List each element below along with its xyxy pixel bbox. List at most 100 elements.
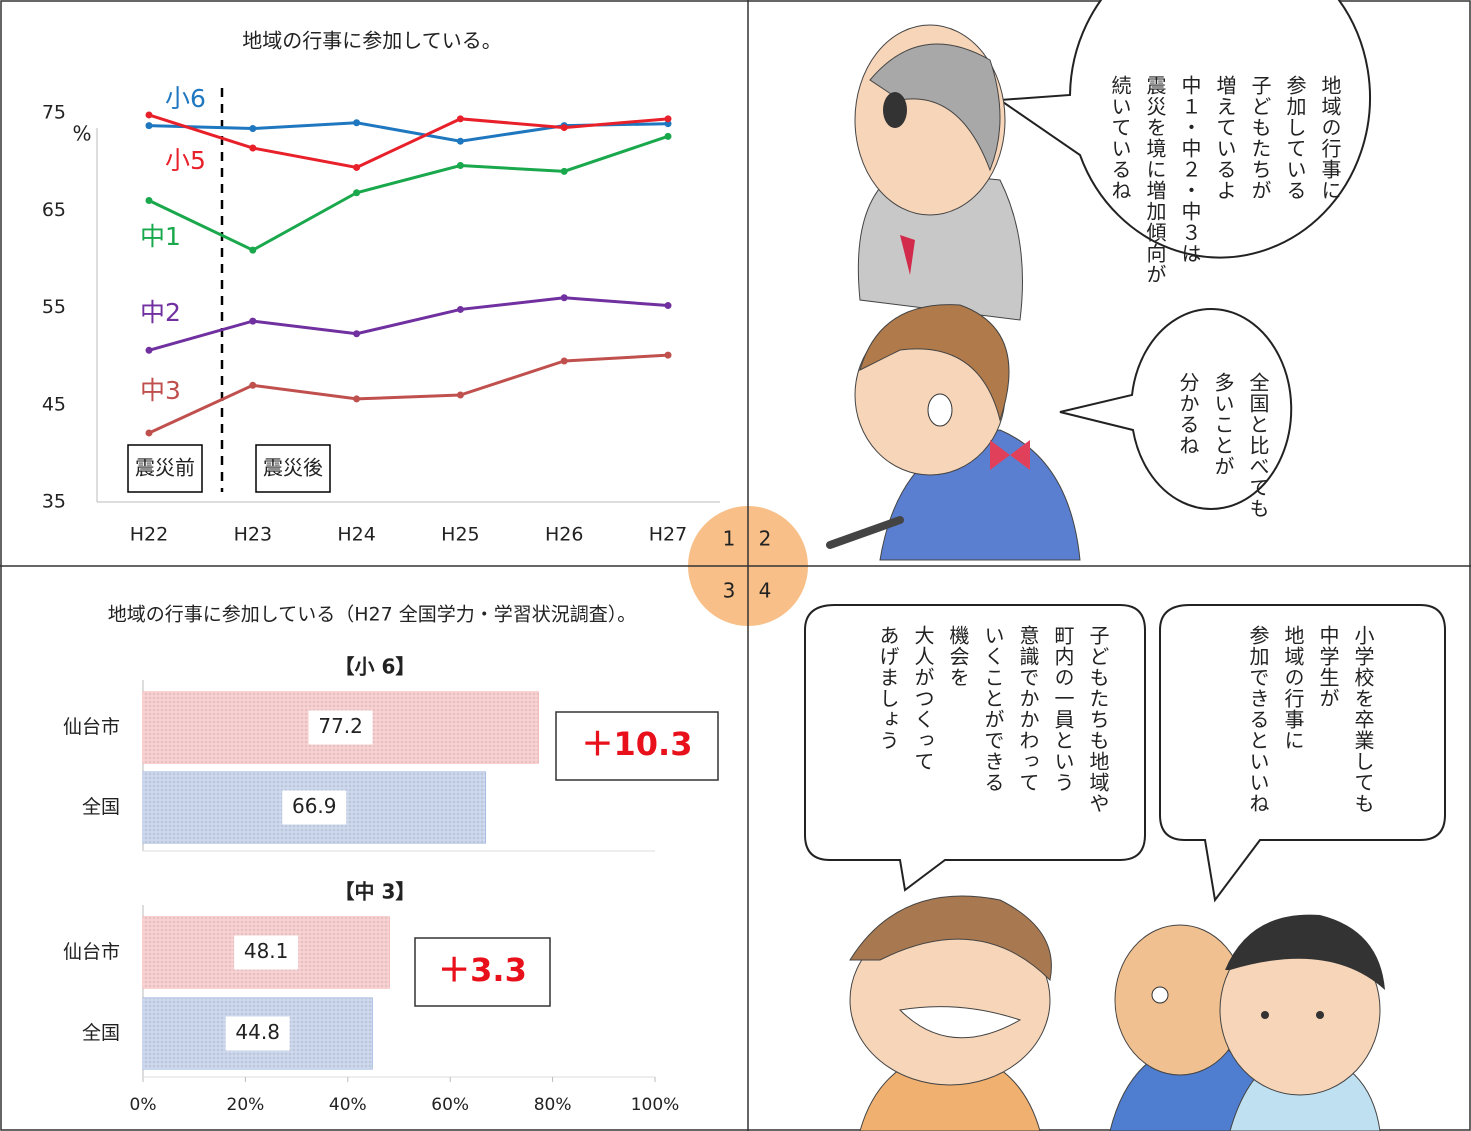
point [665,352,672,359]
point [457,162,464,169]
x-tick-label: 20% [227,1095,265,1115]
speech-line: 子どもたちも地域や [1080,625,1115,814]
series-label: 中2 [140,298,181,327]
point [146,347,153,354]
value-label: 44.8 [235,1020,280,1044]
section-title: 地域の行事に参加している（H27 全国学力・学習状況調査）。 [108,604,636,626]
point [249,247,256,254]
annotation: 震災前 [135,456,195,480]
speech-line: 小学校を卒業しても [1345,625,1380,814]
line [149,136,668,250]
speech-text: 小学校を卒業しても中学生が地域の行事に参加できるといいね [1230,625,1380,814]
panel-number: 2 [759,527,772,551]
value-label: 77.2 [318,714,363,738]
speech-line: 多いことが [1205,372,1240,519]
value-label: 66.9 [292,794,337,818]
speech-line: 中学生が [1310,625,1345,814]
speech-line: 参加できるといいね [1240,625,1275,814]
point [249,318,256,325]
panel-number: 4 [759,579,772,603]
speech-text: 子どもたちも地域や町内の一員という意識でかかわっていくことができる機会を大人がつ… [835,625,1115,814]
point [249,125,256,132]
speech-line: 続いているね [1102,75,1137,285]
point [353,164,360,171]
speech-line: 全国と比べても [1240,372,1275,519]
annotation: 震災後 [263,456,323,480]
x-tick-label: H25 [441,524,479,546]
speech-line: 中１・中２・中３は [1172,75,1207,285]
x-tick-label: H22 [130,524,168,546]
speech-line: 震災を境に増加傾向が [1137,75,1172,285]
y-tick-label: 75 [42,102,66,124]
speech-line: 町内の一員という [1045,625,1080,814]
point [561,294,568,301]
speech-line: いくことができる [975,625,1010,814]
character-teacher [855,25,1023,320]
point [561,168,568,175]
speech-line: 地域の行事に [1275,625,1310,814]
x-tick-label: H24 [337,524,375,546]
chart-title: 【小 6】 [335,655,416,679]
speech-line: 参加している [1277,75,1312,285]
point [353,119,360,126]
y-tick-label: 65 [42,199,66,221]
x-tick-label: H27 [649,524,687,546]
category-label: 全国 [82,796,120,818]
x-tick-label: H26 [545,524,583,546]
series-label: 小6 [165,84,206,113]
point [146,197,153,204]
character-boys-right [1110,915,1385,1131]
y-tick-label: 55 [42,296,66,318]
category-label: 仙台市 [63,716,120,738]
chart-title: 【中 3】 [335,880,416,904]
category-label: 全国 [82,1022,120,1044]
point [457,138,464,145]
point [146,429,153,436]
speech-text: 地域の行事に参加している子どもたちが増えているよ中１・中２・中３は震災を境に増加… [1092,75,1347,285]
series-label: 小5 [165,146,206,175]
point [146,122,153,129]
series-label: 中1 [140,222,181,251]
point [353,189,360,196]
point [353,330,360,337]
x-tick-label: 0% [130,1095,157,1115]
point [457,306,464,313]
point [665,302,672,309]
point [353,395,360,402]
point [665,133,672,140]
speech-line: 子どもたちが [1242,75,1277,285]
y-tick-label: 45 [42,393,66,415]
point [457,115,464,122]
point [249,145,256,152]
y-unit: % [72,122,91,146]
line [149,355,668,433]
point [561,124,568,131]
speech-line: 地域の行事に [1312,75,1347,285]
speech-line: 増えているよ [1207,75,1242,285]
point [146,111,153,118]
character-boy-left [850,896,1051,1131]
point [665,115,672,122]
category-label: 仙台市 [63,941,120,963]
speech-line: 分かるね [1170,372,1205,519]
page: 1 2 3 4 地域の行事に参加している（H27 全国学力・学習状況調査）。 地… [0,0,1471,1131]
point [561,357,568,364]
x-tick-label: H23 [234,524,272,546]
series-label: 中3 [140,376,181,405]
point [249,382,256,389]
speech-line: あげましょう [870,625,905,814]
point [457,392,464,399]
x-tick-label: 80% [534,1095,572,1115]
speech-text: 全国と比べても多いことが分かるね [1165,372,1275,519]
speech-line: 意識でかかわって [1010,625,1045,814]
line [149,115,668,168]
difference-label: ＋10.3 [582,725,693,763]
line [149,298,668,351]
chart-title: 地域の行事に参加している。 [242,29,501,53]
x-tick-label: 60% [431,1095,469,1115]
x-tick-label: 40% [329,1095,367,1115]
panel-number: 3 [723,579,736,603]
speech-line: 大人がつくって [905,625,940,814]
value-label: 48.1 [244,939,289,963]
speech-line: 機会を [940,625,975,814]
